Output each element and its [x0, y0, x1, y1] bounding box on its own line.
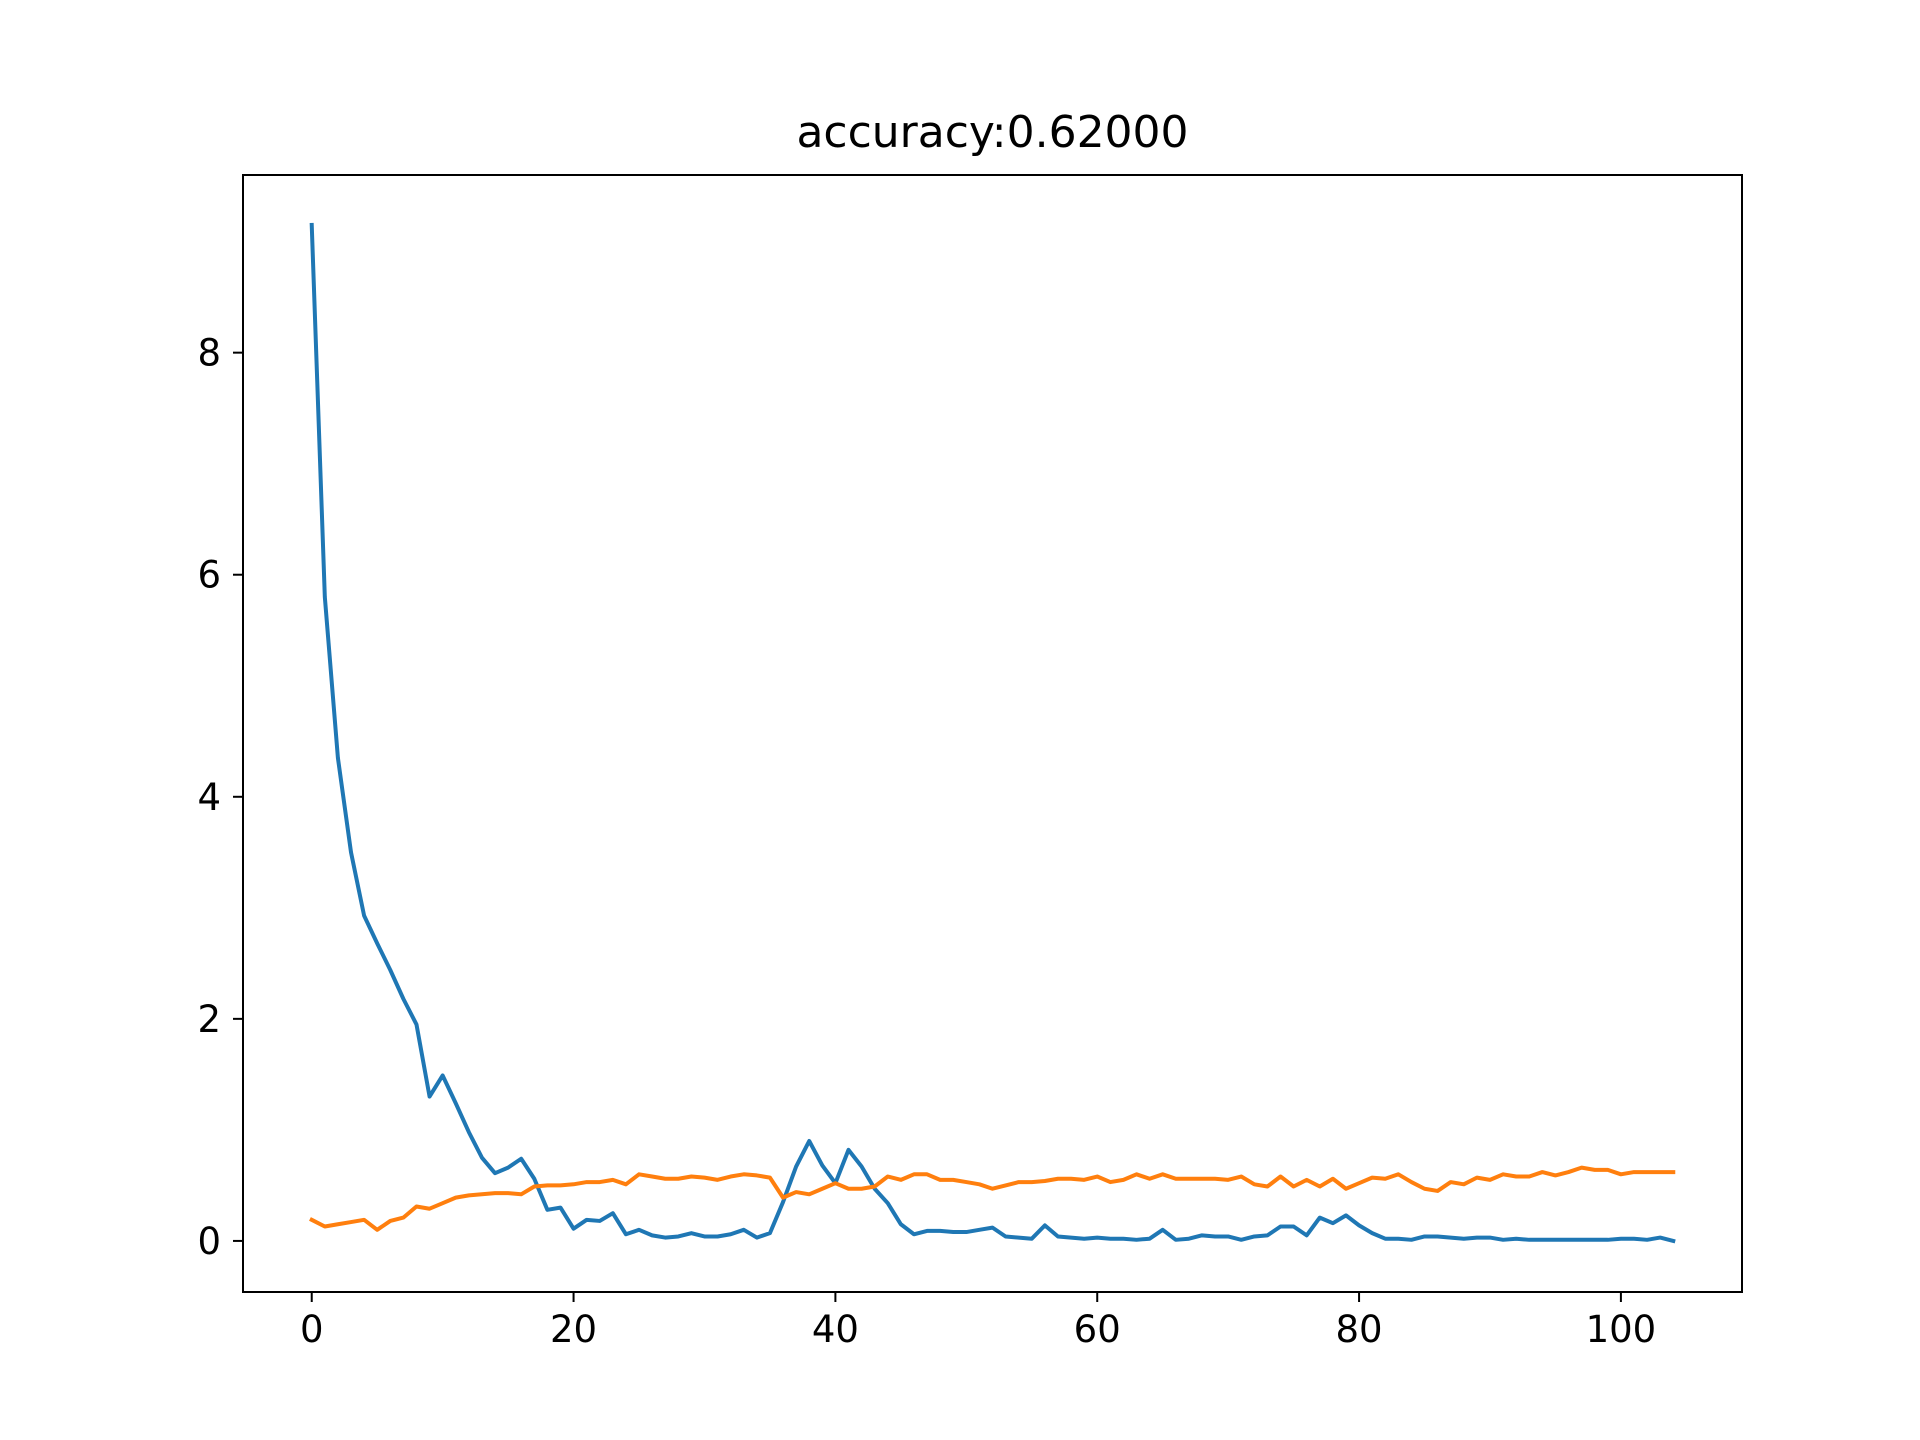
y-tick-label: 2	[197, 998, 221, 1041]
x-tick-label: 80	[1336, 1308, 1383, 1351]
y-tick-label: 4	[197, 776, 221, 819]
series-line-1	[309, 222, 1676, 1244]
y-tick-label: 6	[197, 554, 221, 597]
axes-layer: 0 20 40 60 80 100 0 2 4 6 8	[197, 174, 1743, 1351]
y-tick-label: 8	[197, 332, 221, 375]
x-tick-label: 40	[812, 1308, 859, 1351]
y-tick-label: 0	[197, 1220, 221, 1263]
x-tick-label: 0	[300, 1308, 324, 1351]
plot-frame	[242, 174, 1743, 1293]
x-tick-label: 100	[1586, 1308, 1657, 1351]
chart-title: accuracy:0.62000	[796, 107, 1188, 158]
series-line-2	[309, 1165, 1676, 1232]
x-tick-label: 20	[550, 1308, 597, 1351]
series-layer	[309, 222, 1676, 1244]
x-tick-label: 60	[1074, 1308, 1121, 1351]
